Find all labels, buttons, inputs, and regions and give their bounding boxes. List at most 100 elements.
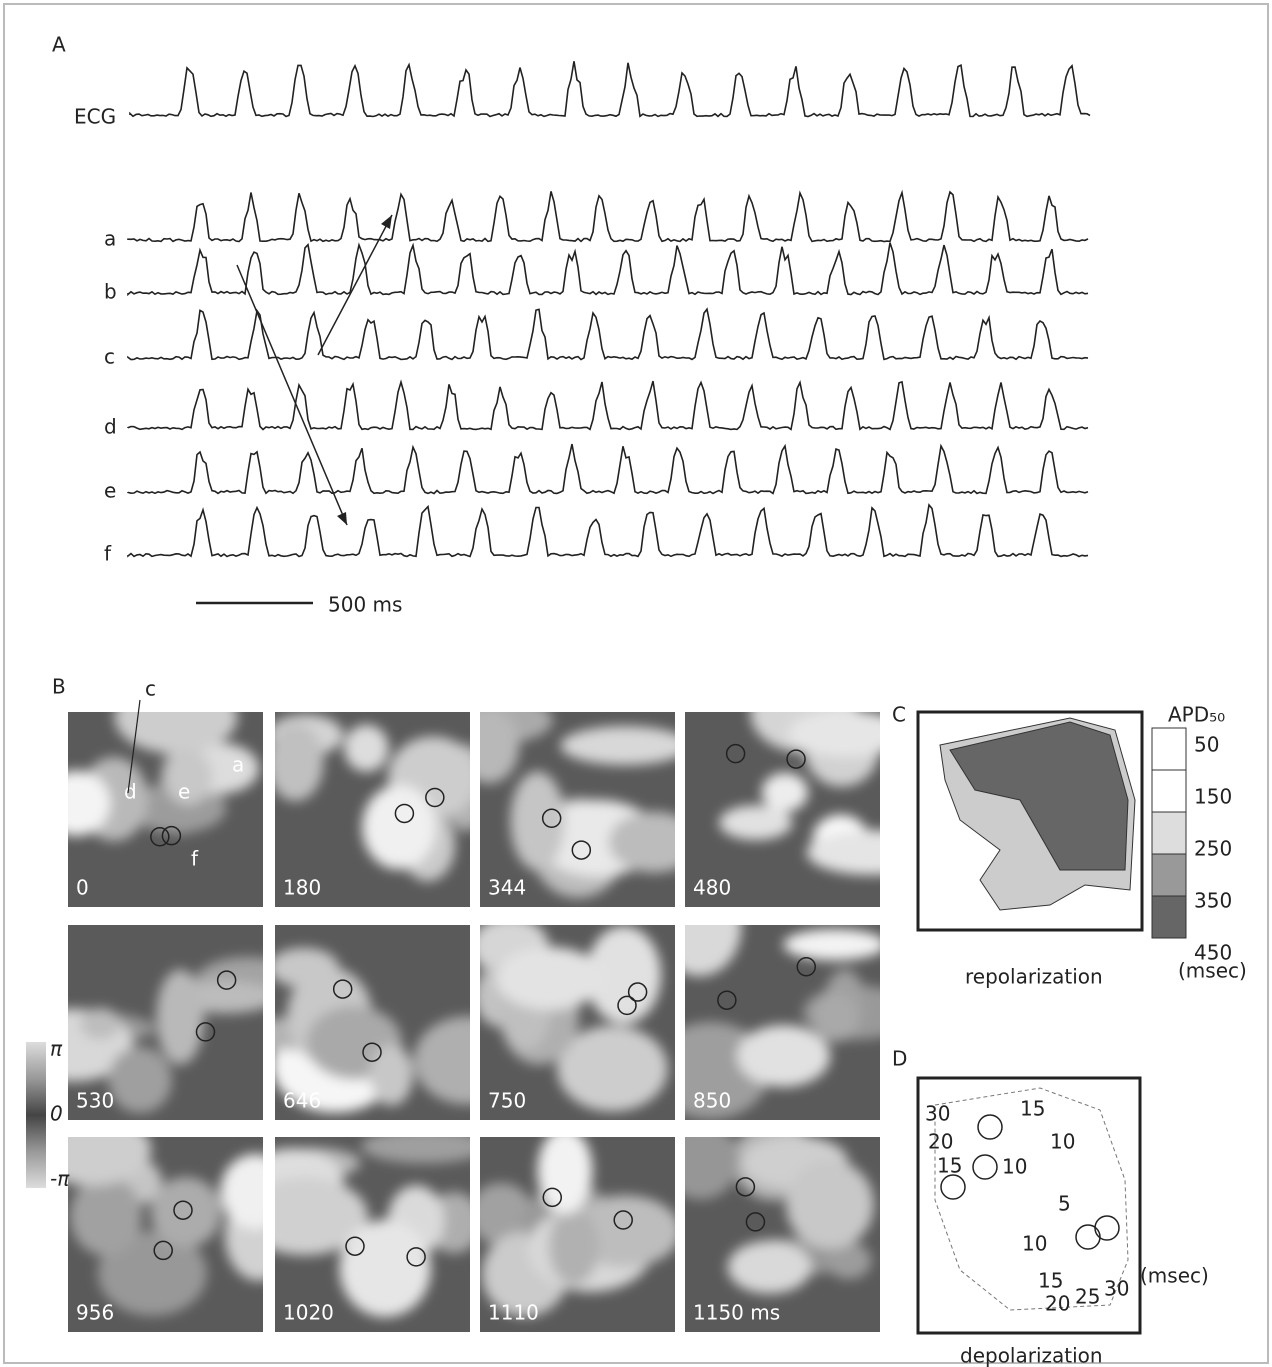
contour-label: 25 [1075,1285,1100,1309]
blob [220,1153,263,1230]
phase-bar [26,1042,46,1188]
outline [934,1087,1129,1311]
core-marker [717,990,737,1010]
optical-trace [127,189,1089,243]
optical-trace [127,242,1089,297]
blob [97,1230,207,1316]
blobs [275,714,470,882]
optical-trace [127,503,1089,558]
blob [813,991,860,1042]
blob [108,1046,172,1114]
contour-label: 15 [1038,1269,1063,1293]
unit: (msec) [1140,1264,1209,1288]
site-label: f [191,847,199,871]
trace-label: b [104,280,117,304]
blobs [275,1137,470,1318]
unit: (msec) [1178,959,1247,983]
blob [608,811,675,873]
blobs [68,956,263,1114]
contour-label: 10 [1002,1155,1027,1179]
contour-label: 30 [1104,1277,1129,1301]
frame-time: 0 [76,876,89,900]
frame-time: 344 [488,876,526,900]
frame-time: 646 [283,1089,321,1113]
core-marker [161,825,182,846]
blob [548,1208,599,1286]
panel-label: B [52,675,66,699]
core-marker [940,1174,966,1200]
blob [727,1240,812,1294]
blob [480,712,520,784]
scale-swatch [1151,727,1187,771]
core-marker [972,1154,998,1180]
blob [480,1182,534,1246]
frame-time: 1020 [283,1301,334,1325]
contour-label: 15 [937,1154,962,1178]
blob [80,1007,121,1040]
arrow [236,264,348,526]
frame-time: 850 [693,1089,731,1113]
caption: repolarization [965,965,1103,989]
ecg-label: ECG [74,105,116,129]
scale-swatch [1151,895,1187,939]
core-marker [394,803,415,824]
blob [156,969,204,1065]
core-marker [796,956,817,977]
frame-time: 180 [283,876,321,900]
blob [560,726,675,765]
blobs [480,712,675,898]
core-marker [725,743,746,764]
blob [826,1242,872,1280]
frame-time: 530 [76,1089,114,1113]
core-marker [977,1114,1003,1140]
frame-time: 1110 [488,1301,539,1325]
phase-label: 0 [50,1102,63,1126]
blob [150,1177,222,1248]
blob [786,1159,874,1250]
blob [275,1177,368,1256]
blob [362,785,436,870]
blob [557,1025,668,1112]
trace-label: d [104,415,117,439]
scale-value: 450 [1194,941,1232,965]
core-marker [542,1187,563,1208]
blob [510,771,565,871]
scale-value: 350 [1194,889,1232,913]
scale-swatch [1151,811,1187,855]
optical-trace [127,379,1089,431]
region [949,721,1129,871]
blobs [68,712,259,842]
site-label: c [145,677,156,701]
blob [275,722,324,802]
core-marker [345,1236,365,1256]
blob [69,1176,142,1256]
map-frame: 1110 [480,1137,675,1332]
blobs [685,925,880,1119]
blob [685,925,742,977]
map-frame: 530 [68,925,263,1120]
scale-swatch [1151,853,1187,897]
blob [275,947,339,988]
blob [369,1044,413,1106]
trace-label: c [104,345,115,369]
map-frame: 344 [480,712,675,907]
core-marker [173,1200,193,1220]
panel-label: A [52,33,66,57]
site-label: e [178,780,190,804]
site-label: a [232,753,244,777]
core-marker [541,808,562,829]
core-marker [735,1177,756,1197]
ecg-trace [129,61,1091,118]
core-marker [153,1240,173,1261]
blob [339,1219,431,1318]
blob [685,1137,739,1200]
blob [806,829,880,875]
scale-value: 50 [1194,733,1219,757]
scale-title: APD₅₀ [1168,703,1225,727]
trace-label: a [104,227,116,251]
pointer [127,699,141,794]
core-marker [1094,1215,1120,1241]
core-marker [425,787,445,808]
blob [164,749,213,805]
